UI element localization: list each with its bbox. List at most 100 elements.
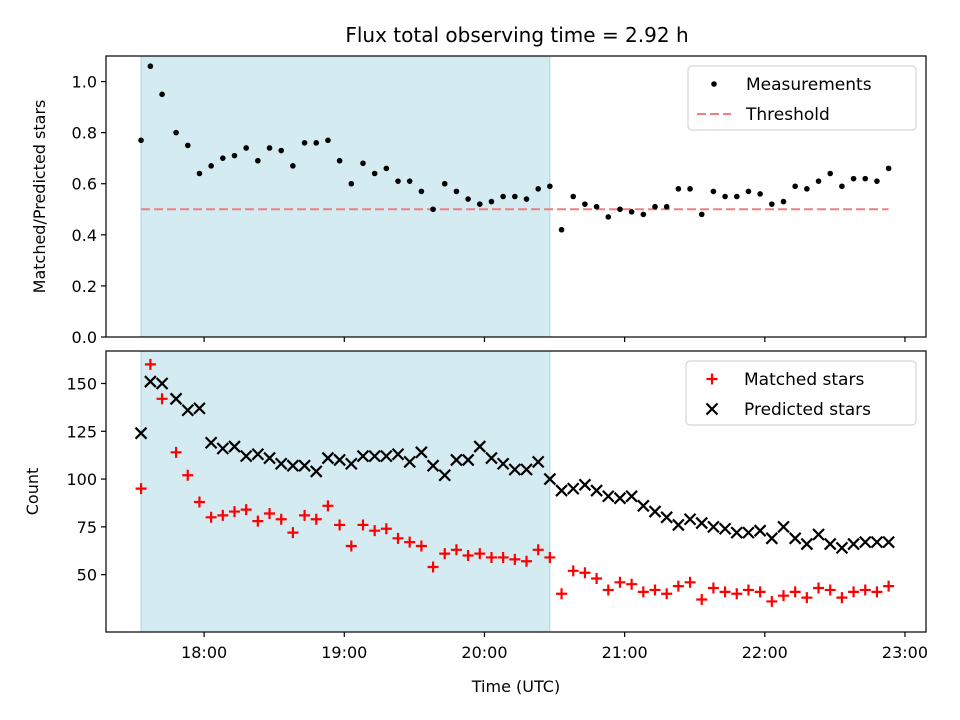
predicted-star-point	[648, 505, 662, 518]
predicted-star-point	[520, 463, 533, 476]
matched-star-point	[719, 586, 731, 598]
measurement-point	[885, 165, 892, 172]
xtick-label: 18:00	[181, 643, 227, 662]
measurement-point	[476, 201, 483, 207]
predicted-star-point	[193, 402, 206, 415]
matched-star-point	[871, 586, 883, 598]
matched-star-point	[252, 515, 264, 527]
measurement-point	[173, 129, 179, 136]
xtick-label: 22:00	[742, 643, 788, 662]
matched-star-point	[193, 496, 205, 508]
predicted-star-point	[204, 436, 218, 450]
matched-star-point	[264, 507, 276, 519]
predicted-star-point	[216, 442, 230, 455]
matched-star-point	[450, 544, 462, 556]
measurement-point	[465, 196, 471, 202]
bottom-shaded-region	[140, 350, 551, 633]
bottom-series-1	[134, 375, 895, 555]
matched-star-point	[579, 567, 591, 579]
predicted-star-point	[613, 491, 627, 505]
predicted-star-point	[800, 537, 814, 551]
bottom-legend-label: Predicted stars	[744, 400, 871, 420]
matched-star-point	[766, 595, 778, 607]
predicted-star-point	[753, 524, 767, 537]
measurement-point	[652, 203, 658, 210]
legend-predicted-marker	[705, 402, 719, 416]
matched-star-point	[275, 513, 287, 525]
predicted-star-point	[695, 516, 709, 530]
predicted-star-point	[858, 535, 872, 549]
bottom-legend: Matched stars Predicted stars	[685, 360, 917, 426]
matched-star-point	[813, 582, 825, 594]
bottom-ytick-label: 150	[66, 374, 97, 393]
measurement-point	[395, 178, 401, 184]
matched-star-point	[369, 525, 381, 537]
measurement-point	[547, 183, 553, 190]
matched-star-point	[474, 548, 486, 560]
matched-star-point	[322, 500, 334, 512]
matched-star-point	[883, 580, 895, 592]
measurement-point	[325, 137, 331, 144]
measurement-point	[698, 211, 705, 218]
measurement-point	[453, 188, 460, 195]
matched-star-point	[135, 483, 147, 495]
measurement-point	[441, 180, 448, 187]
measurement-point	[745, 188, 752, 195]
predicted-star-point	[309, 465, 323, 478]
measurement-point	[336, 157, 343, 164]
matched-star-point	[848, 586, 860, 598]
bottom-series-0	[135, 358, 895, 607]
measurement-point	[804, 186, 810, 192]
matched-star-point	[602, 584, 614, 596]
measurement-point	[208, 163, 214, 169]
matched-star-point	[404, 536, 416, 548]
matched-star-point	[485, 551, 497, 563]
matched-star-point	[182, 469, 194, 481]
predicted-star-point	[602, 490, 615, 503]
measurement-point	[371, 170, 378, 177]
top-ytick-label: 0.2	[72, 277, 97, 296]
predicted-star-point	[380, 449, 393, 463]
predicted-star-point	[286, 459, 300, 472]
bottom-ytick-label: 50	[77, 566, 97, 585]
predicted-star-point	[134, 426, 148, 440]
top-shaded-region	[140, 55, 551, 338]
predicted-star-point	[274, 457, 288, 471]
matched-star-point	[836, 592, 848, 604]
predicted-star-point	[415, 446, 428, 459]
measurement-point	[488, 198, 495, 205]
predicted-star-point	[578, 478, 592, 492]
measurement-point	[523, 196, 530, 202]
matched-star-point	[626, 578, 638, 590]
predicted-star-point	[625, 490, 638, 503]
figure-title: Flux total observing time = 2.92 h	[345, 23, 688, 47]
matched-star-point	[170, 446, 182, 458]
measurement-point	[874, 178, 880, 184]
top-ytick-label: 0.6	[72, 175, 97, 194]
matched-star-point	[567, 565, 579, 577]
top-ytick-label: 0.8	[72, 124, 97, 143]
top-ytick-label: 0.0	[72, 328, 97, 347]
top-ytick-label: 1.0	[72, 73, 97, 92]
xlabel: Time (UTC)	[471, 677, 560, 696]
matched-star-point	[521, 555, 533, 567]
measurement-point	[406, 178, 413, 184]
measurement-point	[862, 175, 869, 182]
matched-star-point	[392, 532, 404, 544]
bottom-ytick-label: 75	[77, 518, 97, 537]
predicted-star-point	[321, 451, 335, 465]
measurement-point	[839, 183, 845, 190]
matched-star-point	[144, 358, 156, 370]
matched-star-point	[742, 584, 754, 596]
measurement-point	[593, 203, 600, 210]
legend-matched-marker	[706, 373, 718, 385]
predicted-star-point	[718, 522, 732, 536]
measurement-point	[301, 140, 308, 146]
measurement-point	[663, 203, 670, 210]
measurement-point	[780, 198, 787, 205]
predicted-star-point	[496, 457, 510, 471]
measurement-point	[570, 193, 577, 200]
predicted-star-point	[356, 449, 370, 463]
matched-star-point	[205, 511, 217, 523]
predicted-star-point	[426, 459, 440, 472]
